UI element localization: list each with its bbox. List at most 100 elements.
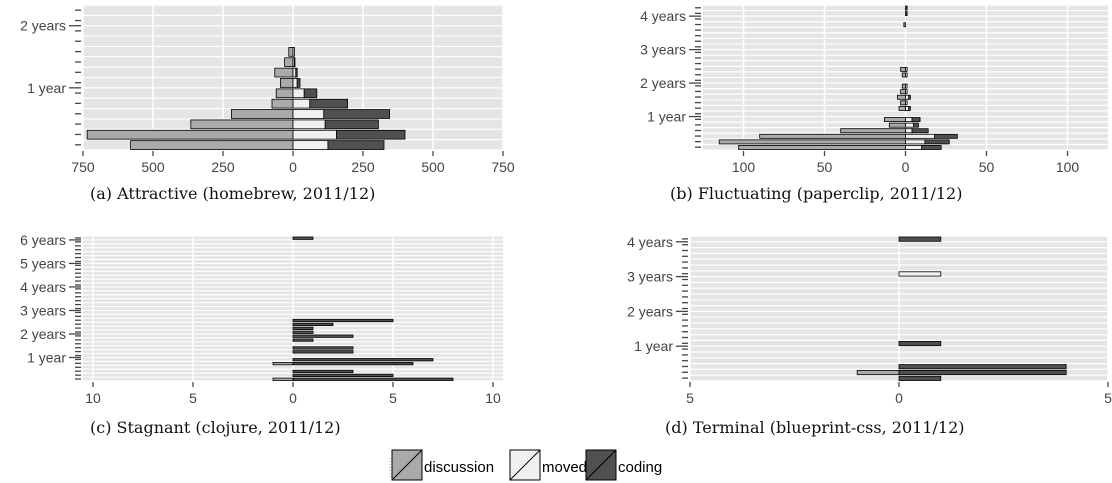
bar-group bbox=[279, 78, 301, 88]
y-tick-label: 6 years bbox=[20, 232, 66, 248]
bar-group bbox=[292, 369, 354, 374]
legend-label: discussion bbox=[424, 459, 494, 476]
bar-coding bbox=[292, 334, 354, 338]
x-tick-label: 250 bbox=[351, 159, 375, 175]
bar-moved bbox=[905, 105, 910, 111]
bar-group bbox=[888, 122, 919, 128]
bar-group bbox=[272, 362, 414, 366]
x-tick-label: 10 bbox=[85, 390, 101, 406]
panel-caption: (b) Fluctuating (paperclip, 2011/12) bbox=[670, 184, 962, 203]
bar-group bbox=[898, 364, 1067, 370]
bar-discussion bbox=[86, 129, 294, 140]
bar-coding bbox=[292, 326, 314, 330]
bar-coding bbox=[911, 117, 921, 123]
bar-group bbox=[718, 139, 950, 145]
y-tick-label: 2 years bbox=[20, 18, 66, 34]
x-tick-label: 0 bbox=[289, 390, 297, 406]
bar-group bbox=[292, 350, 354, 354]
bar-moved bbox=[292, 109, 325, 119]
bar-moved bbox=[292, 129, 337, 140]
panel-caption: (a) Attractive (homebrew, 2011/12) bbox=[90, 184, 375, 203]
bar-group bbox=[903, 22, 906, 28]
y-tick-label: 2 years bbox=[627, 303, 673, 319]
bar-coding bbox=[292, 236, 314, 240]
legend-swatch-diagonal bbox=[391, 449, 423, 481]
bar-group bbox=[271, 98, 348, 109]
x-tick-label: 50 bbox=[979, 159, 995, 175]
bar-group bbox=[86, 129, 406, 140]
bar-coding bbox=[898, 375, 942, 381]
legend: discussion moved coding bbox=[389, 449, 662, 481]
x-tick-label: 50 bbox=[817, 159, 833, 175]
bar-group bbox=[900, 66, 908, 72]
bar-moved bbox=[292, 88, 305, 99]
panel-2: 4 years 3 years 2 years 1 year 100 50 0 50 100 (b… bbox=[640, 4, 1108, 203]
bar-moved bbox=[905, 89, 908, 95]
y-tick-label: 4 years bbox=[640, 8, 686, 24]
bar-group bbox=[898, 271, 942, 277]
bar-discussion bbox=[190, 119, 294, 130]
bar-group bbox=[898, 236, 942, 242]
y-tick-label: 4 years bbox=[627, 234, 673, 250]
bar-group bbox=[292, 318, 394, 323]
bar-coding bbox=[295, 67, 298, 78]
bar-moved bbox=[905, 133, 936, 139]
bar-group bbox=[292, 326, 314, 330]
bar-group bbox=[292, 322, 334, 327]
bar-group bbox=[901, 83, 908, 89]
bar-moved bbox=[292, 78, 298, 88]
bar-coding bbox=[911, 128, 929, 134]
bar-coding bbox=[323, 109, 390, 119]
bar-coding bbox=[292, 358, 434, 362]
bar-discussion bbox=[900, 66, 906, 72]
x-tick-label: 750 bbox=[491, 159, 515, 175]
bar-moved bbox=[292, 67, 297, 78]
bar-group bbox=[272, 377, 454, 381]
bar-group bbox=[292, 373, 394, 377]
y-tick-label: 2 years bbox=[640, 75, 686, 91]
y-tick-label: 1 year bbox=[634, 338, 673, 354]
bar-group bbox=[738, 145, 942, 150]
x-tick-label: 10 bbox=[485, 390, 501, 406]
bar-discussion bbox=[272, 377, 294, 381]
bar-coding bbox=[293, 57, 296, 68]
bar-coding bbox=[898, 340, 942, 347]
bar-moved bbox=[905, 100, 908, 106]
bar-group bbox=[901, 72, 908, 78]
x-tick-label: 500 bbox=[141, 159, 165, 175]
bar-discussion bbox=[230, 109, 294, 119]
bar-coding bbox=[898, 236, 942, 242]
bar-group bbox=[284, 57, 296, 68]
bar-discussion bbox=[275, 88, 294, 99]
bar-moved bbox=[292, 47, 295, 57]
bar-group bbox=[898, 340, 942, 347]
x-tick-label: 5 bbox=[686, 390, 694, 406]
bar-group bbox=[292, 334, 354, 338]
bar-discussion bbox=[130, 140, 294, 150]
bar-group bbox=[856, 369, 1067, 376]
bar-moved bbox=[905, 94, 910, 100]
bar-group bbox=[274, 67, 298, 78]
bar-coding bbox=[292, 346, 354, 350]
bar-coding bbox=[292, 338, 314, 342]
bar-discussion bbox=[272, 362, 294, 366]
y-tick-label: 2 years bbox=[20, 326, 66, 342]
bar-group bbox=[897, 94, 911, 100]
bar-group bbox=[292, 346, 354, 350]
bar-group bbox=[230, 109, 390, 119]
bar-coding bbox=[303, 88, 318, 99]
panel-caption: (c) Stagnant (clojure, 2011/12) bbox=[90, 418, 341, 437]
bar-group bbox=[898, 105, 911, 111]
panel-caption: (d) Terminal (blueprint-css, 2011/12) bbox=[665, 418, 964, 437]
bar-coding bbox=[934, 133, 958, 139]
bar-discussion bbox=[884, 117, 906, 123]
bar-moved bbox=[898, 271, 942, 277]
bar-coding bbox=[292, 350, 354, 354]
bar-group bbox=[900, 89, 908, 95]
bar-moved bbox=[905, 72, 908, 78]
bar-group bbox=[759, 133, 958, 139]
x-tick-label: 250 bbox=[211, 159, 235, 175]
bar-coding bbox=[905, 11, 908, 17]
bar-moved bbox=[905, 66, 908, 72]
legend-swatch-diagonal bbox=[509, 449, 541, 481]
